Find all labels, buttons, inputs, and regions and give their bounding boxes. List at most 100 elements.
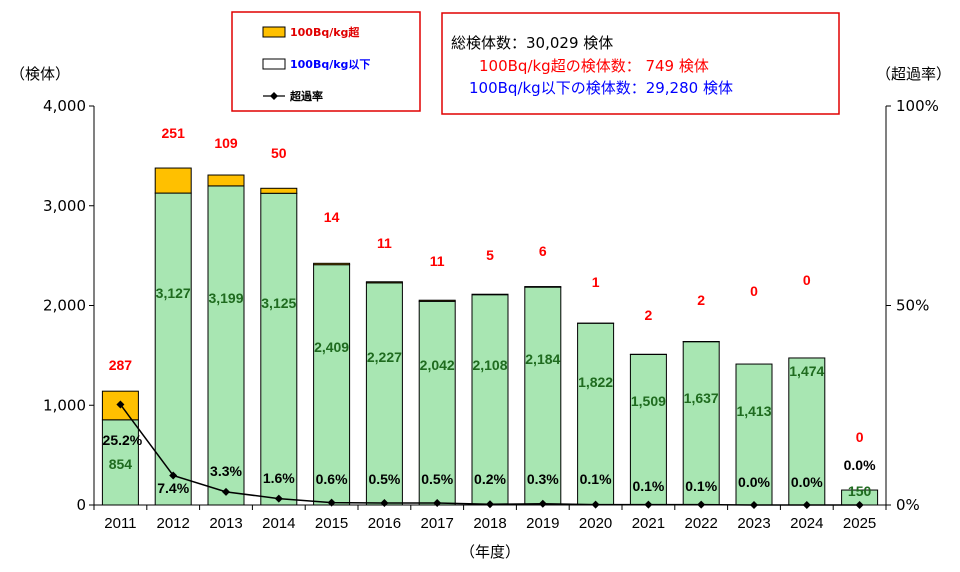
under-count-label: 1,822: [578, 374, 613, 390]
rate-label: 0.1%: [580, 471, 612, 487]
bar-under-2012: [154, 192, 192, 506]
over-count-label: 0: [856, 429, 864, 445]
under-count-label: 2,184: [525, 351, 560, 367]
rate-marker: [116, 400, 125, 409]
bar-under-2014: [260, 192, 298, 506]
plot-area: 01,0002,0003,0004,0000%50%100%2011287201…: [43, 97, 939, 532]
under-count-label: 1,474: [789, 363, 824, 379]
legend: 100Bq/kg超 100Bq/kg以下 超過率: [231, 11, 421, 112]
y-left-tick-label: 3,000: [43, 197, 86, 215]
under-count-label: 3,127: [156, 285, 191, 301]
legend-swatch-over: [262, 26, 286, 38]
rate-marker: [750, 501, 758, 509]
category-label: 2021: [632, 515, 665, 532]
rate-marker: [486, 500, 494, 509]
info-box: 総検体数：30,029 検体 100Bq/kg超の検体数： 749 検体 100…: [441, 12, 840, 115]
rate-label: 0.1%: [685, 478, 717, 494]
category-label: 2017: [421, 515, 454, 532]
under-count-label: 1,413: [736, 403, 771, 419]
rate-label: 0.6%: [316, 471, 348, 487]
rate-label: 0.0%: [791, 474, 823, 490]
rate-marker: [274, 494, 283, 503]
y-right-tick-label: 100%: [896, 97, 939, 115]
rate-label: 0.3%: [527, 471, 559, 487]
bar-over-2011: [101, 390, 139, 421]
rate-label: 7.4%: [157, 480, 189, 496]
bar-over-2013: [207, 174, 245, 187]
under-count-label: 150: [848, 483, 872, 499]
legend-swatch-under: [262, 58, 286, 70]
bar-over-2016: [365, 281, 403, 284]
bar-under-2013: [207, 185, 245, 506]
category-label: 2022: [685, 515, 718, 532]
over-count-label: 2: [697, 292, 705, 308]
under-count-label: 854: [109, 456, 133, 472]
over-count-label: 11: [377, 235, 392, 251]
rate-marker: [433, 499, 442, 508]
rate-marker: [327, 498, 336, 507]
x-axis-title: （年度）: [460, 543, 520, 561]
y-left-title: （検体）: [10, 65, 70, 83]
rate-label: 0.0%: [738, 474, 770, 490]
bar-over-2017: [418, 299, 456, 302]
y-left-tick-label: 4,000: [43, 97, 86, 115]
rate-label: 1.6%: [263, 470, 295, 486]
rate-label: 0.5%: [368, 471, 400, 487]
category-label: 2024: [790, 515, 823, 532]
rate-marker: [380, 499, 389, 508]
under-count-label: 1,509: [631, 393, 666, 409]
category-label: 2015: [315, 515, 348, 532]
under-count-label: 2,409: [314, 339, 349, 355]
over-count-label: 6: [539, 243, 547, 259]
y-left-tick-label: 2,000: [43, 297, 86, 315]
over-count-label: 2: [645, 307, 653, 323]
category-label: 2023: [737, 515, 770, 532]
bar-under-2023: [735, 363, 773, 506]
over-count-label: 14: [324, 209, 340, 225]
category-label: 2025: [843, 515, 876, 532]
legend-label-under: 100Bq/kg以下: [290, 58, 370, 71]
bar-under-2024: [788, 357, 826, 506]
rate-marker: [222, 487, 230, 496]
rate-marker: [538, 499, 547, 508]
category-label: 2019: [526, 515, 559, 532]
under-count-label: 2,227: [367, 349, 402, 365]
info-under: 100Bq/kg以下の検体数：29,280 検体: [469, 79, 733, 97]
category-label: 2016: [368, 515, 401, 532]
category-label: 2014: [262, 515, 295, 532]
over-count-label: 287: [109, 357, 133, 373]
rate-label: 0.1%: [632, 478, 664, 494]
bar-over-2012: [154, 167, 192, 194]
over-count-label: 50: [271, 145, 287, 161]
info-box-frame: [441, 12, 840, 115]
over-count-label: 1: [592, 274, 600, 290]
bar-over-2019: [524, 286, 562, 288]
under-count-label: 2,042: [420, 357, 455, 373]
over-count-label: 11: [430, 253, 445, 269]
legend-label-over: 100Bq/kg超: [290, 25, 360, 39]
over-count-label: 0: [750, 283, 758, 299]
y-right-tick-label: 0%: [896, 496, 920, 514]
rate-marker: [855, 501, 864, 509]
rate-marker: [697, 500, 706, 509]
over-count-label: 251: [162, 125, 186, 141]
under-count-label: 1,637: [684, 390, 719, 406]
rate-marker: [802, 501, 811, 509]
bar-under-2011: [101, 419, 139, 506]
rate-label: 0.0%: [844, 457, 876, 473]
under-count-label: 3,199: [208, 290, 243, 306]
bar-under-2016: [365, 282, 403, 506]
rate-marker: [644, 500, 653, 509]
under-count-label: 3,125: [261, 295, 296, 311]
under-count-label: 2,108: [472, 357, 507, 373]
y-right-tick-label: 50%: [896, 297, 929, 315]
bar-over-2014: [260, 187, 298, 194]
y-left-tick-label: 1,000: [43, 396, 86, 414]
bar-under-2022: [682, 341, 720, 506]
rate-label: 25.2%: [103, 432, 143, 448]
y-left-tick-label: 0: [76, 496, 86, 514]
category-label: 2020: [579, 515, 612, 532]
rate-label: 3.3%: [210, 463, 242, 479]
rate-marker: [591, 500, 600, 509]
